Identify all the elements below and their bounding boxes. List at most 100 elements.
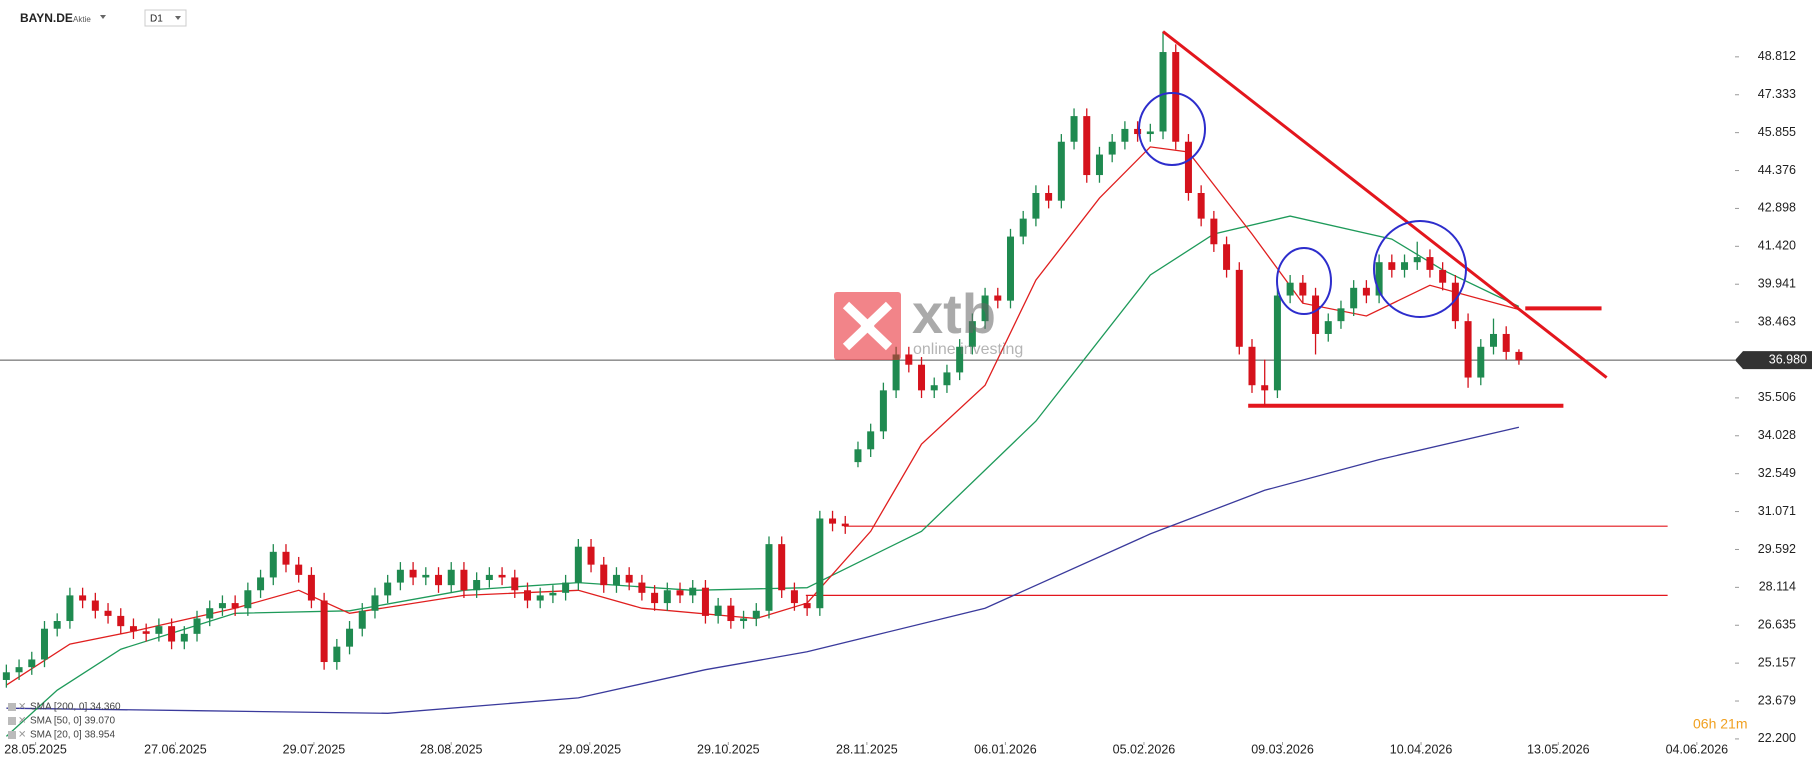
y-tick-label: 25.157 bbox=[1758, 655, 1796, 669]
candle-body bbox=[117, 615, 125, 627]
interval-dropdown[interactable] bbox=[175, 16, 181, 20]
candle-body bbox=[28, 659, 36, 668]
candle-body bbox=[1083, 116, 1091, 176]
candle-body bbox=[740, 618, 748, 622]
candle-body bbox=[485, 574, 493, 581]
candle-body bbox=[1134, 128, 1142, 135]
candle-body bbox=[956, 346, 964, 373]
timer: 06h 21m bbox=[1693, 716, 1747, 732]
candle-body bbox=[1502, 333, 1510, 352]
annotation-circle bbox=[1138, 92, 1206, 166]
candle-body bbox=[1223, 244, 1231, 270]
y-tick-label: 26.635 bbox=[1758, 618, 1796, 632]
legend-label: SMA [20, 0] 38.954 bbox=[30, 730, 115, 741]
x-tick-label: 27.06.2025 bbox=[144, 742, 207, 756]
candle-body bbox=[1299, 282, 1307, 296]
candle-body bbox=[523, 590, 531, 601]
y-tick-label: 22.200 bbox=[1758, 731, 1796, 745]
candle-body bbox=[244, 590, 252, 609]
candle-body bbox=[714, 605, 722, 616]
last-price-tag bbox=[1735, 351, 1812, 370]
candle-body bbox=[498, 574, 506, 578]
candle-body bbox=[1095, 154, 1103, 176]
symbol[interactable]: BAYN.DE bbox=[20, 11, 73, 25]
candle-body bbox=[422, 574, 430, 578]
interval-box[interactable] bbox=[144, 9, 187, 27]
candle-body bbox=[104, 610, 112, 616]
candle-body bbox=[727, 605, 735, 622]
x-tick-label: 29.10.2025 bbox=[697, 742, 760, 756]
y-tick-label: 48.812 bbox=[1758, 49, 1796, 63]
x-tick-label: 28.05.2025 bbox=[4, 742, 67, 756]
candle-body bbox=[193, 618, 201, 634]
candle-body bbox=[943, 372, 951, 386]
legend-remove: ✕ bbox=[18, 730, 26, 741]
interval[interactable]: D1 bbox=[150, 14, 163, 25]
candle-body bbox=[867, 431, 875, 450]
last-price-label: 36.980 bbox=[1769, 352, 1807, 366]
candle-body bbox=[206, 608, 214, 619]
candle-body bbox=[778, 544, 786, 591]
candle-body bbox=[1350, 287, 1358, 309]
x-tick-label: 29.07.2025 bbox=[283, 742, 346, 756]
candle-body bbox=[1426, 257, 1434, 270]
candle-body bbox=[1006, 236, 1014, 301]
candle-body bbox=[320, 600, 328, 663]
x-tick-label: 13.05.2026 bbox=[1527, 742, 1590, 756]
candle-body bbox=[1324, 321, 1332, 334]
candle-body bbox=[409, 569, 417, 578]
trend-line bbox=[1162, 30, 1608, 379]
candle-body bbox=[1235, 269, 1243, 347]
candle-body bbox=[676, 590, 684, 596]
candle-body bbox=[371, 595, 379, 611]
candle-body bbox=[1045, 192, 1053, 201]
candle-body bbox=[918, 364, 926, 391]
legend-icon bbox=[8, 731, 16, 739]
candle-body bbox=[1197, 192, 1205, 219]
candle-body bbox=[968, 321, 976, 347]
y-tick-label: 28.114 bbox=[1759, 580, 1796, 594]
candle-body bbox=[790, 590, 798, 604]
legend-icon bbox=[8, 717, 16, 725]
candle-body bbox=[180, 633, 188, 642]
x-tick-label: 28.11.2025 bbox=[836, 742, 898, 756]
y-tick-label: 42.898 bbox=[1758, 201, 1796, 215]
candle-body bbox=[1261, 385, 1269, 391]
candle-body bbox=[816, 518, 824, 609]
candle-body bbox=[1439, 269, 1447, 283]
candle-body bbox=[307, 574, 315, 601]
candle-body bbox=[1248, 346, 1256, 386]
candle-body bbox=[231, 603, 239, 609]
candle-body bbox=[1057, 141, 1065, 201]
candle-body bbox=[218, 603, 226, 609]
candle-body bbox=[295, 564, 303, 575]
legend-remove: ✕ bbox=[18, 702, 26, 713]
candle-body bbox=[66, 595, 74, 622]
candle-body bbox=[892, 354, 900, 391]
candle-body bbox=[15, 667, 23, 673]
candle-body bbox=[1032, 192, 1040, 219]
candle-body bbox=[701, 587, 709, 616]
candle-body bbox=[1273, 295, 1281, 391]
y-tick-label: 35.506 bbox=[1758, 390, 1796, 404]
candle-body bbox=[511, 577, 519, 591]
x-tick-label: 09.03.2026 bbox=[1251, 742, 1314, 756]
candle-body bbox=[1489, 333, 1497, 347]
candle-body bbox=[1401, 262, 1409, 270]
candle-body bbox=[879, 390, 887, 432]
candle-body bbox=[142, 631, 150, 634]
candle-body bbox=[282, 551, 290, 565]
symbol-dropdown[interactable] bbox=[100, 15, 106, 19]
instrument-kind: Aktie bbox=[73, 15, 91, 24]
candle-body bbox=[905, 354, 913, 365]
candle-body bbox=[257, 577, 265, 591]
y-tick-label: 47.333 bbox=[1758, 87, 1796, 101]
y-tick-label: 32.549 bbox=[1758, 466, 1796, 480]
candle-body bbox=[1070, 116, 1078, 142]
candle-body bbox=[2, 672, 10, 680]
y-tick-label: 45.855 bbox=[1758, 125, 1796, 139]
annotation-circle bbox=[1276, 247, 1332, 315]
candle-body bbox=[689, 587, 697, 596]
candle-body bbox=[1451, 282, 1459, 322]
candle-body bbox=[1121, 128, 1129, 142]
